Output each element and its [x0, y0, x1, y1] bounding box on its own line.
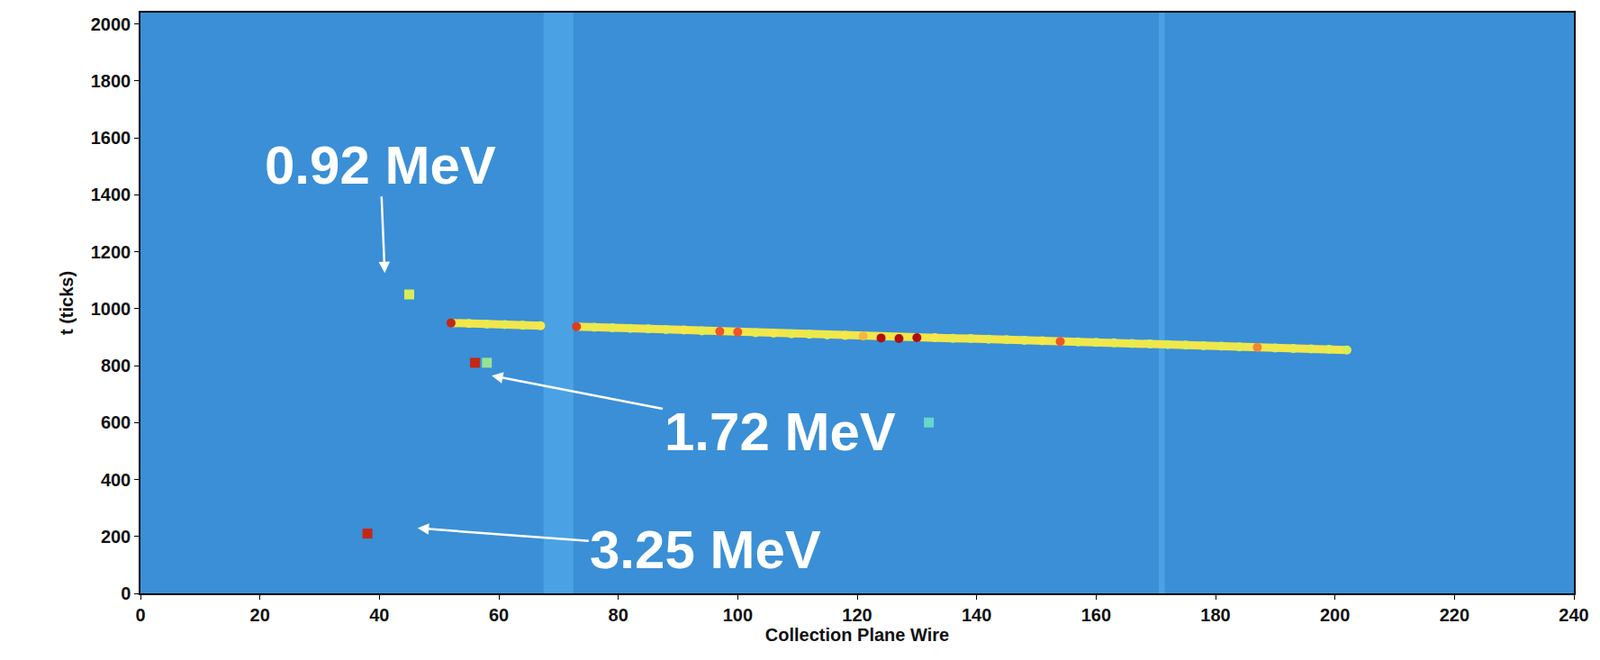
svg-text:220: 220: [1439, 605, 1470, 625]
svg-text:100: 100: [723, 605, 753, 625]
svg-text:120: 120: [841, 605, 872, 625]
svg-text:60: 60: [488, 605, 509, 625]
svg-text:t (ticks): t (ticks): [56, 271, 77, 335]
svg-text:1600: 1600: [90, 127, 132, 148]
svg-text:160: 160: [1081, 605, 1112, 625]
svg-text:20: 20: [250, 605, 271, 625]
svg-text:1200: 1200: [90, 242, 132, 263]
svg-text:1800: 1800: [90, 71, 132, 91]
svg-text:600: 600: [100, 412, 131, 433]
svg-text:400: 400: [100, 470, 131, 490]
svg-text:Collection Plane Wire: Collection Plane Wire: [765, 624, 950, 645]
svg-text:2000: 2000: [90, 14, 132, 35]
svg-text:200: 200: [100, 526, 131, 547]
svg-text:240: 240: [1558, 605, 1589, 625]
svg-text:1000: 1000: [90, 298, 132, 319]
svg-text:1.72 MeV: 1.72 MeV: [664, 401, 896, 462]
svg-text:800: 800: [100, 355, 131, 376]
svg-text:180: 180: [1200, 605, 1230, 625]
svg-text:0: 0: [135, 605, 145, 625]
svg-text:1400: 1400: [90, 184, 132, 205]
svg-text:140: 140: [961, 605, 992, 625]
svg-text:80: 80: [608, 605, 629, 625]
svg-text:0.92 MeV: 0.92 MeV: [264, 135, 497, 196]
svg-text:0: 0: [120, 583, 131, 604]
svg-text:3.25 MeV: 3.25 MeV: [589, 519, 822, 580]
svg-text:200: 200: [1319, 605, 1350, 625]
svg-text:40: 40: [369, 605, 389, 625]
